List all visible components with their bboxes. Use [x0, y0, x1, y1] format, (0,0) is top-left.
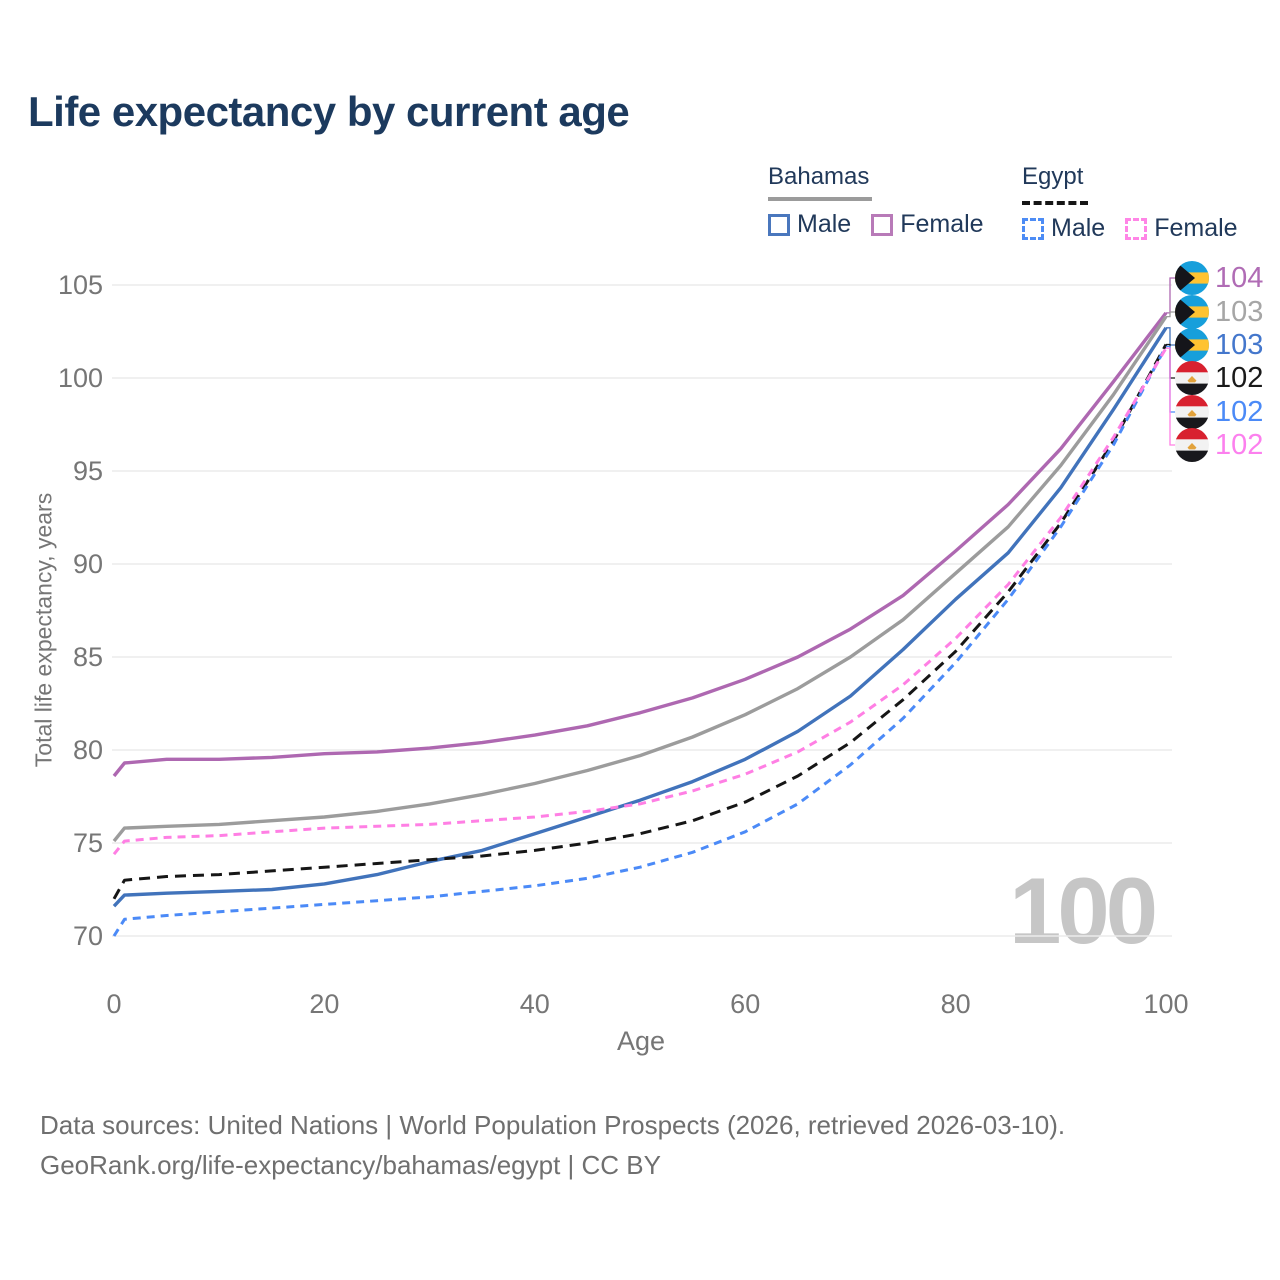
y-tick-label: 70 — [73, 921, 103, 951]
bahamas-flag-icon — [1175, 261, 1209, 295]
legend-country-bahamas[interactable]: Bahamas — [768, 163, 870, 190]
y-tick-label: 95 — [73, 456, 103, 486]
y-axis-title: Total life expectancy, years — [30, 492, 57, 768]
bahamas-flag-icon — [1175, 295, 1209, 329]
y-tick-label: 90 — [73, 549, 103, 579]
end-value-egypt-male: 102 — [1215, 396, 1264, 428]
end-label-bahamas-male[interactable]: 103 — [1175, 328, 1263, 362]
legend-item-egypt-male[interactable]: Male — [1022, 214, 1105, 243]
end-value-egypt-total: 102 — [1215, 362, 1264, 394]
y-tick-label: 105 — [58, 270, 103, 300]
x-tick-label: 40 — [520, 989, 550, 1019]
end-label-bahamas-total[interactable]: 103 — [1175, 295, 1263, 329]
legend-group-egypt: Egypt Male Female — [1022, 163, 1258, 243]
end-label-egypt-male[interactable]: 102 — [1175, 395, 1263, 429]
x-tick-label: 20 — [309, 989, 339, 1019]
legend-item-bahamas-male[interactable]: Male — [768, 210, 851, 239]
y-tick-label: 85 — [73, 642, 103, 672]
legend-label-bahamas-female: Female — [900, 210, 984, 238]
series-line-bahamas-total[interactable] — [112, 315, 1168, 843]
y-tick-label: 100 — [58, 363, 103, 393]
end-label-bahamas-female[interactable]: 104 — [1175, 261, 1263, 295]
egypt-female-swatch-icon — [1125, 217, 1148, 240]
series-line-egypt-total[interactable] — [112, 343, 1168, 900]
legend-item-egypt-female[interactable]: Female — [1125, 214, 1238, 243]
end-value-bahamas-total: 103 — [1215, 296, 1264, 328]
x-tick-label: 0 — [106, 989, 121, 1019]
bahamas-flag-icon — [1175, 328, 1209, 362]
y-tick-label: 75 — [73, 828, 103, 858]
end-label-egypt-total[interactable]: 102 — [1175, 361, 1263, 395]
legend-country-egypt[interactable]: Egypt — [1022, 163, 1084, 190]
end-value-bahamas-female: 104 — [1215, 262, 1264, 294]
egypt-dashed-line-swatch — [1022, 197, 1088, 205]
egypt-male-swatch-icon — [1022, 217, 1044, 240]
end-label-egypt-female[interactable]: 102 — [1175, 428, 1263, 462]
end-value-egypt-female: 102 — [1215, 429, 1264, 461]
egypt-flag-icon — [1175, 361, 1209, 395]
series-line-egypt-male[interactable] — [112, 345, 1168, 937]
leader-line-bahamas-female — [1166, 277, 1176, 314]
legend-label-bahamas-male: Male — [797, 210, 852, 238]
egypt-flag-icon — [1175, 428, 1209, 462]
x-tick-label: 60 — [730, 989, 760, 1019]
bahamas-solid-line-swatch — [768, 197, 872, 201]
bahamas-female-swatch-icon — [871, 213, 894, 236]
leader-line-egypt-female — [1166, 347, 1176, 446]
leader-line-bahamas-total — [1166, 311, 1176, 318]
hover-age-watermark: 100 — [1009, 858, 1158, 963]
x-tick-label: 80 — [941, 989, 971, 1019]
bahamas-male-swatch-icon — [768, 213, 790, 236]
series-line-egypt-female[interactable] — [112, 347, 1168, 856]
leader-line-bahamas-male — [1166, 327, 1176, 346]
page-title: Life expectancy by current age — [28, 88, 630, 135]
x-tick-label: 100 — [1143, 989, 1188, 1019]
legend-item-bahamas-female[interactable]: Female — [871, 210, 984, 239]
end-value-bahamas-male: 103 — [1215, 329, 1264, 361]
attribution-note: GeoRank.org/life-expectancy/bahamas/egyp… — [40, 1150, 661, 1180]
y-tick-label: 80 — [73, 735, 103, 765]
series-line-bahamas-female[interactable] — [112, 311, 1168, 778]
x-axis-title: Age — [617, 1026, 665, 1056]
egypt-flag-icon — [1175, 395, 1209, 429]
legend-label-egypt-male: Male — [1051, 214, 1106, 242]
legend-label-egypt-female: Female — [1154, 214, 1238, 242]
data-source-note: Data sources: United Nations | World Pop… — [40, 1110, 1066, 1140]
legend-group-bahamas: Bahamas Male Female — [768, 163, 1004, 239]
